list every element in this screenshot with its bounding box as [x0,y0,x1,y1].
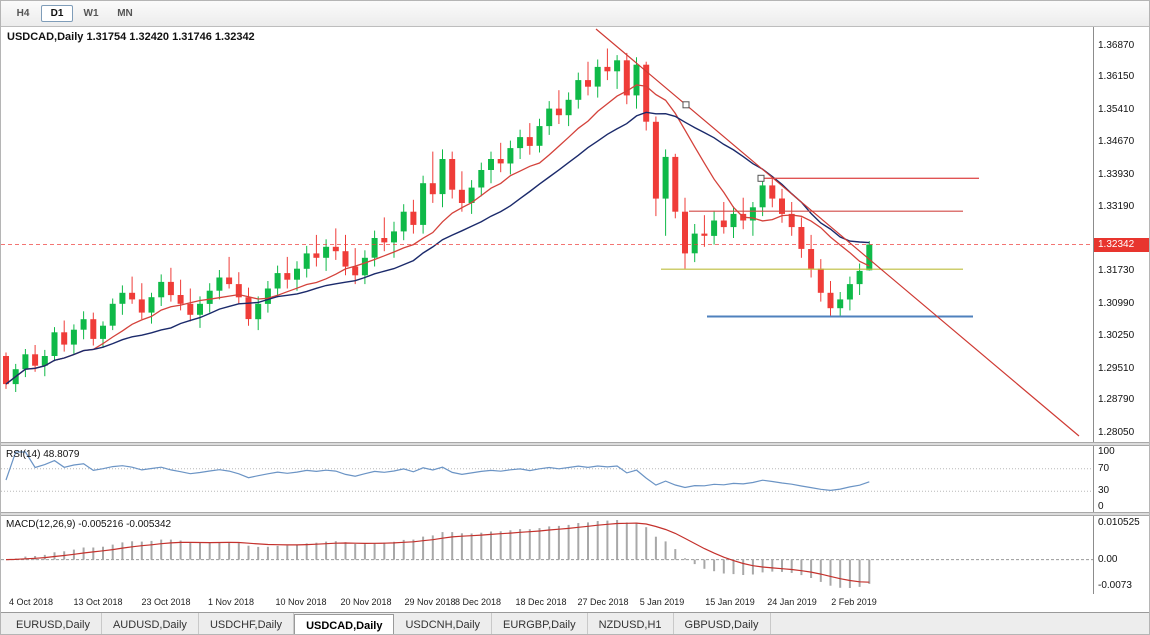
rsi-axis-label: 70 [1098,462,1110,474]
macd-plot[interactable] [1,516,1093,594]
rsi-axis-label: 30 [1098,485,1110,497]
main-chart-panel[interactable]: USDCAD,Daily 1.31754 1.32420 1.31746 1.3… [1,27,1149,442]
macd-label: MACD(12,26,9) -0.005216 -0.005342 [6,519,172,530]
date-label: 15 Jan 2019 [705,597,755,607]
date-label: 24 Jan 2019 [767,597,817,607]
macd-axis-label: 0.010525 [1098,517,1140,528]
tab-gbpusd-daily[interactable]: GBPUSD,Daily [674,613,771,634]
timeframe-button-w1[interactable]: W1 [83,8,99,19]
rsi-axis: 100 70 30 0 [1093,446,1149,512]
macd-axis-label: 0.00 [1098,553,1118,565]
date-label: 8 Dec 2018 [454,597,502,607]
chart-title: USDCAD,Daily 1.31754 1.32420 1.31746 1.3… [7,31,255,43]
price-axis-label: 1.34670 [1098,136,1135,148]
price-axis-label: 1.30990 [1098,297,1135,309]
price-axis-label: 1.30250 [1098,330,1135,342]
date-label: 20 Nov 2018 [340,597,392,607]
price-axis-label: 1.36870 [1098,39,1135,51]
timeframe-button-h4[interactable]: H4 [16,8,30,19]
date-label: 27 Dec 2018 [577,597,629,607]
date-label: 4 Oct 2018 [8,597,54,607]
price-axis-label: 1.33930 [1098,168,1135,180]
date-label: 2 Feb 2019 [831,597,877,607]
price-axis-label: 1.31730 [1098,265,1135,277]
price-axis-label: 1.29510 [1098,362,1135,374]
timeframe-toolbar: H4 D1 W1 MN [1,1,1149,27]
rsi-axis-label: 100 [1098,446,1115,457]
date-label: 29 Nov 2018 [404,597,456,607]
tab-eurusd-daily[interactable]: EURUSD,Daily [5,613,102,634]
tab-nzdusd-h1[interactable]: NZDUSD,H1 [588,613,674,634]
rsi-label: RSI(14) 48.8079 [6,449,80,460]
price-axis[interactable]: 1.32342 1.36870 1.36150 1.35410 1.34670 1.33… [1093,27,1149,442]
macd-panel[interactable]: MACD(12,26,9) -0.005216 -0.005342 0.0105… [1,516,1149,594]
date-axis[interactable]: 4 Oct 2018 13 Oct 2018 23 Oct 2018 1 Nov 20… [1,594,1149,612]
timeframe-button-mn[interactable]: MN [117,8,133,19]
macd-axis-label: -0.0073 [1098,580,1132,591]
price-axis-label: 1.35410 [1098,103,1135,115]
rsi-axis-label: 0 [1098,500,1104,512]
price-axis-label: 1.33190 [1098,201,1135,213]
chart-tabs: EURUSD,Daily AUDUSD,Daily USDCHF,Daily USDC… [1,612,1149,634]
panel-divider[interactable] [1,442,1149,446]
current-price-badge: 1.32342 [1094,237,1149,252]
tab-usdcad-daily[interactable]: USDCAD,Daily [294,614,395,634]
panel-divider[interactable] [1,512,1149,516]
price-axis-label: 1.36150 [1098,71,1135,83]
date-label: 23 Oct 2018 [141,597,191,607]
date-label: 10 Nov 2018 [275,597,327,607]
date-label: 5 Jan 2019 [639,597,685,607]
timeframe-button-d1[interactable]: D1 [41,5,73,22]
candlestick-chart[interactable] [1,27,1093,442]
tab-usdchf-daily[interactable]: USDCHF,Daily [199,613,295,634]
price-axis-label: 1.28790 [1098,394,1135,406]
price-axis-label: 1.28050 [1098,426,1135,438]
tab-eurgbp-daily[interactable]: EURGBP,Daily [492,613,588,634]
date-label: 18 Dec 2018 [515,597,567,607]
tab-usdcnh-daily[interactable]: USDCNH,Daily [394,613,493,634]
date-label: 13 Oct 2018 [73,597,123,607]
rsi-panel[interactable]: RSI(14) 48.8079 100 70 30 0 [1,446,1149,512]
macd-axis: 0.010525 0.00 -0.0073 [1093,516,1149,594]
tab-audusd-daily[interactable]: AUDUSD,Daily [102,613,199,634]
rsi-plot[interactable] [1,446,1093,512]
date-label: 1 Nov 2018 [207,597,255,607]
